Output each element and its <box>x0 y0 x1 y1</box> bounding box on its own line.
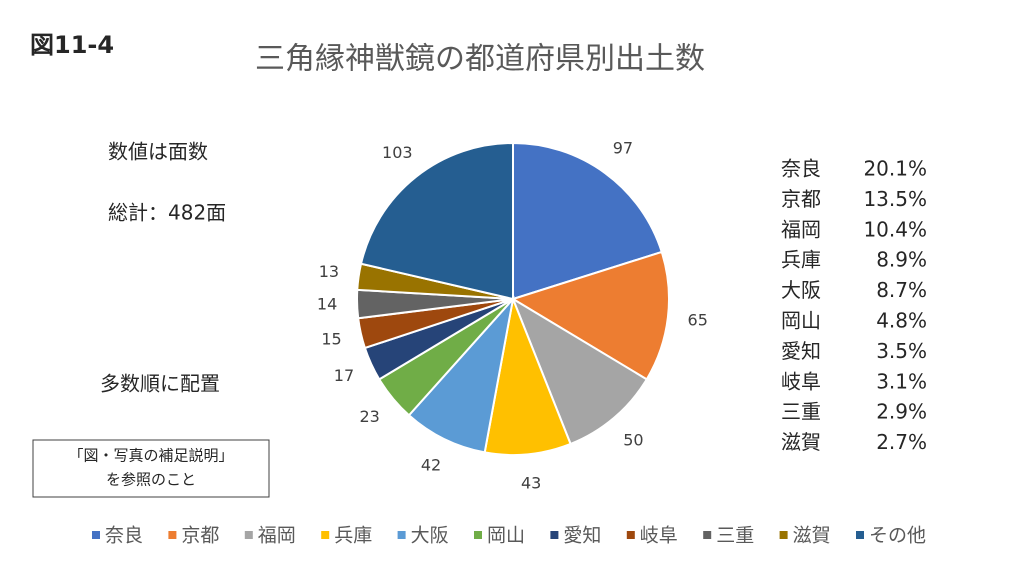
table-name: 京都 <box>781 187 821 211</box>
pie-slice <box>510 296 649 446</box>
data-label: 103 <box>382 143 413 162</box>
legend-swatch <box>626 531 635 539</box>
table-name: 福岡 <box>781 217 821 241</box>
legend-label: 三重 <box>716 525 754 547</box>
table-percent: 3.1% <box>876 369 927 393</box>
legend-swatch <box>703 531 712 539</box>
table-name: 滋賀 <box>781 430 821 454</box>
table-percent: 8.7% <box>876 278 927 302</box>
legend-label: 福岡 <box>258 525 296 547</box>
table-percent: 2.9% <box>876 400 927 424</box>
table-percent: 13.5% <box>863 187 927 211</box>
legend-swatch <box>550 531 559 539</box>
table-percent: 10.4% <box>863 217 927 241</box>
note-total: 総計：482面 <box>108 201 226 225</box>
legend: 奈良 京都 福岡 兵庫 大阪 岡山 愛知 岐阜 三重 滋賀 その他 <box>92 525 926 547</box>
pie: 97 65 50 43 42 23 17 15 14 13 103 <box>317 138 708 492</box>
data-label: 14 <box>317 295 337 314</box>
legend-swatch <box>397 531 406 539</box>
legend-label: 岡山 <box>487 525 525 547</box>
ref-box-text: を参照のこと <box>106 471 196 489</box>
legend-swatch <box>92 531 100 539</box>
legend-label: 岐阜 <box>640 525 678 547</box>
legend-swatch <box>474 531 482 539</box>
pie-slice <box>512 141 663 301</box>
data-label: 50 <box>623 430 643 449</box>
data-label: 97 <box>613 138 633 157</box>
table-name: 愛知 <box>781 339 821 363</box>
legend-label: 京都 <box>181 525 219 547</box>
pie-slice <box>407 295 515 454</box>
table-percent: 8.9% <box>876 248 927 272</box>
table-name: 兵庫 <box>781 248 821 272</box>
legend-swatch <box>856 531 864 539</box>
table-percent: 20.1% <box>863 157 927 181</box>
data-label: 65 <box>688 310 708 329</box>
table-percent: 2.7% <box>876 430 927 454</box>
legend-swatch <box>244 531 253 539</box>
pie-slice <box>359 141 514 301</box>
legend-label: 愛知 <box>563 525 601 547</box>
figure-label: 図11-4 <box>30 31 114 59</box>
chart-title: 三角縁神獣鏡の都道府県別出土数 <box>255 42 705 77</box>
note-order: 多数順に配置 <box>100 372 220 396</box>
legend-label: 奈良 <box>105 525 143 547</box>
table-name: 奈良 <box>781 157 821 181</box>
note-unit: 数値は面数 <box>108 140 208 164</box>
legend-label: その他 <box>869 525 926 547</box>
data-label: 13 <box>319 262 339 281</box>
table-name: 大阪 <box>781 278 821 302</box>
legend-swatch <box>779 531 788 539</box>
ref-box-text: 「図・写真の補足説明」 <box>68 447 233 465</box>
legend-label: 兵庫 <box>334 525 372 547</box>
table-name: 岐阜 <box>781 369 821 393</box>
table-name: 三重 <box>781 400 821 424</box>
ref-box <box>32 439 270 498</box>
legend-swatch <box>321 531 330 539</box>
data-label: 17 <box>334 366 354 385</box>
data-label: 23 <box>359 407 379 426</box>
table-percent: 4.8% <box>876 309 927 333</box>
legend-label: 滋賀 <box>793 525 831 547</box>
data-label: 43 <box>521 474 541 493</box>
share-table: 奈良 20.1% 京都 13.5% 福岡 10.4% 兵庫 8.9% 大阪 8.7% 岡山 4.8% 愛… <box>781 157 927 455</box>
pie-slice <box>510 250 670 381</box>
data-label: 15 <box>321 329 341 348</box>
legend-swatch <box>168 531 177 539</box>
data-label: 42 <box>421 455 441 474</box>
legend-label: 大阪 <box>411 525 449 547</box>
table-name: 岡山 <box>781 309 821 333</box>
table-percent: 3.5% <box>876 339 927 363</box>
